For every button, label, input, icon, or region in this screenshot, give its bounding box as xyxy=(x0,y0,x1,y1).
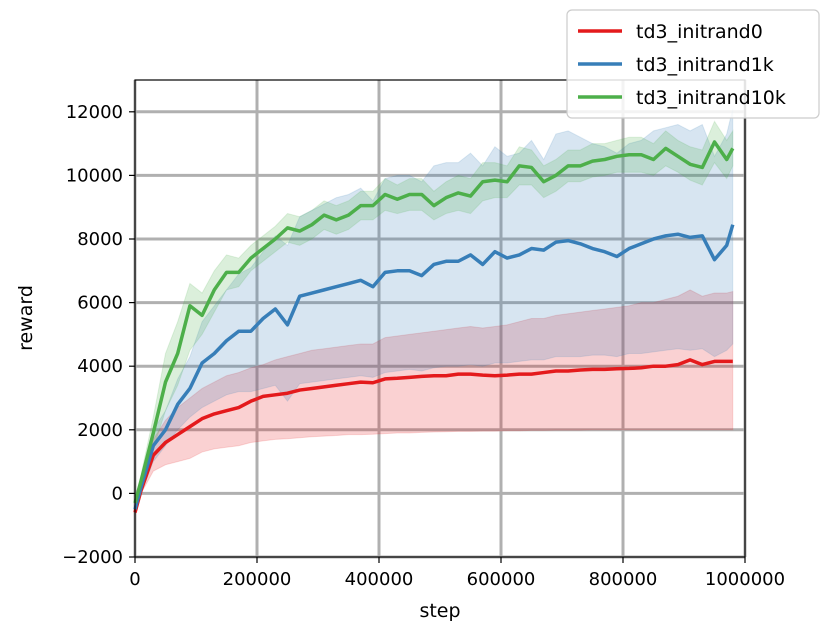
y-tick-label-1: 0 xyxy=(112,483,123,504)
y-tick-label-0: −2000 xyxy=(62,547,123,568)
band-series-1 xyxy=(134,108,734,513)
legend-label-0: td3_initrand0 xyxy=(636,21,763,43)
plot-frame xyxy=(134,79,746,558)
legend: td3_initrand0 td3_initrand1k td3_initrand1… xyxy=(566,9,820,119)
x-axis-ticks: 0 200000 400000 600000 800000 1000000 xyxy=(129,557,785,590)
x-tick-label-2: 400000 xyxy=(345,569,414,590)
y-axis-ticks: −2000 0 2000 4000 6000 8000 10000 12000 xyxy=(62,102,135,568)
y-tick-label-7: 12000 xyxy=(66,102,123,123)
legend-label-2: td3_initrand10k xyxy=(636,87,786,109)
confidence-bands xyxy=(134,108,734,516)
y-tick-label-2: 2000 xyxy=(77,420,123,441)
y-tick-label-5: 8000 xyxy=(77,229,123,250)
legend-label-1: td3_initrand1k xyxy=(636,54,774,76)
band-series-0 xyxy=(134,289,734,516)
line-series-2 xyxy=(133,140,735,504)
x-axis-label: step xyxy=(419,600,460,622)
x-tick-label-5: 1000000 xyxy=(705,569,785,590)
x-tick-label-4: 800000 xyxy=(589,569,658,590)
series-lines xyxy=(133,140,735,513)
band-series-2 xyxy=(134,120,734,507)
x-tick-label-0: 0 xyxy=(129,569,140,590)
legend-box xyxy=(566,9,820,119)
x-tick-label-1: 200000 xyxy=(223,569,292,590)
y-tick-label-6: 10000 xyxy=(66,165,123,186)
y-axis-label: reward xyxy=(15,285,37,351)
line-series-0 xyxy=(133,358,733,513)
y-tick-label-4: 6000 xyxy=(77,293,123,314)
y-tick-label-3: 4000 xyxy=(77,356,123,377)
line-series-1 xyxy=(133,224,735,510)
x-tick-label-3: 600000 xyxy=(467,569,536,590)
